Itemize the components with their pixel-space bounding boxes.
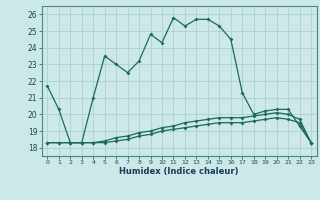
X-axis label: Humidex (Indice chaleur): Humidex (Indice chaleur) [119, 167, 239, 176]
